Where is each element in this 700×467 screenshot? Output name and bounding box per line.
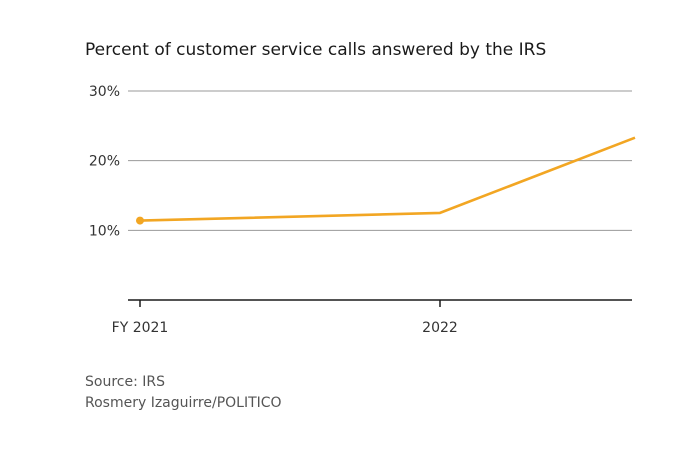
y-tick-label: 10%: [89, 223, 120, 239]
y-tick-label: 20%: [89, 154, 120, 170]
series-line: [139, 136, 636, 222]
x-tick-label: FY 2021: [112, 320, 169, 336]
chart-footer: Source: IRS Rosmery Izaguirre/POLITICO: [85, 372, 282, 414]
series-layer: [136, 136, 636, 225]
credit-note: Rosmery Izaguirre/POLITICO: [85, 395, 282, 411]
chart-title: Percent of customer service calls answer…: [85, 40, 547, 60]
x-tick-label: 2022: [422, 320, 458, 336]
y-tick-label: 30%: [89, 84, 120, 100]
data-point: [136, 216, 144, 225]
gridlines: [128, 90, 632, 231]
x-axis: [128, 299, 632, 307]
tick-labels: 10% 20% 30% FY 2021 2022: [89, 84, 458, 336]
source-note: Source: IRS: [85, 374, 165, 390]
